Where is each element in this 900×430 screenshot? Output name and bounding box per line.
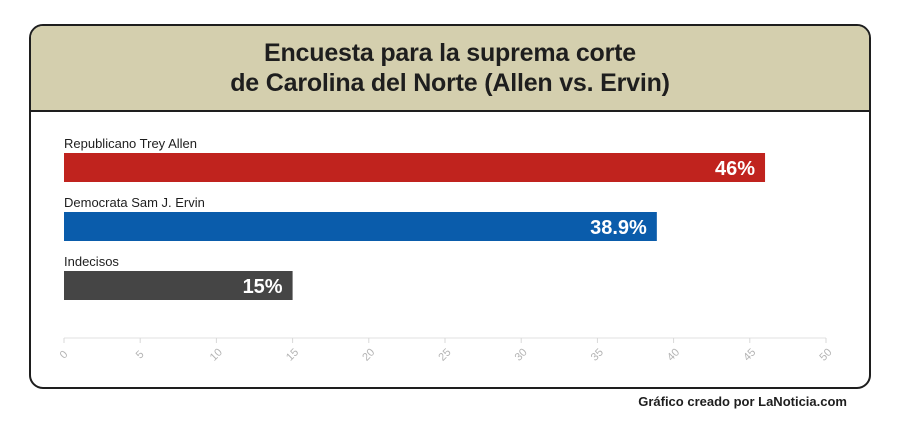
x-tick-label: 45: [741, 346, 758, 363]
bar: [64, 271, 293, 300]
x-tick-label: 20: [360, 346, 377, 363]
x-tick-label: 25: [436, 346, 453, 363]
chart-header: Encuesta para la suprema corte de Caroli…: [31, 26, 869, 112]
x-tick-label: 40: [665, 346, 682, 363]
bar-value-label: 15%: [243, 276, 283, 298]
x-tick-label: 50: [817, 346, 834, 363]
x-tick-label: 30: [513, 346, 530, 363]
x-tick-label: 0: [58, 349, 71, 362]
x-tick-label: 5: [134, 349, 147, 362]
category-label: Democrata Sam J. Ervin: [64, 195, 205, 210]
chart-credit: Gráfico creado por LaNoticia.com: [638, 394, 847, 409]
x-tick-label: 15: [284, 346, 301, 363]
x-tick-label: 35: [589, 346, 606, 363]
chart-title-line-1: Encuesta para la suprema corte: [264, 39, 636, 67]
bar-value-label: 46%: [715, 158, 755, 180]
chart-card: Encuesta para la suprema corte de Caroli…: [29, 24, 871, 389]
bar: [64, 153, 766, 182]
x-tick-label: 10: [208, 346, 225, 363]
chart-title-line-2: de Carolina del Norte (Allen vs. Ervin): [230, 69, 670, 97]
category-label: Republicano Trey Allen: [64, 136, 197, 151]
bar: [64, 212, 657, 241]
category-label: Indecisos: [64, 254, 119, 269]
bar-value-label: 38.9%: [590, 217, 647, 239]
